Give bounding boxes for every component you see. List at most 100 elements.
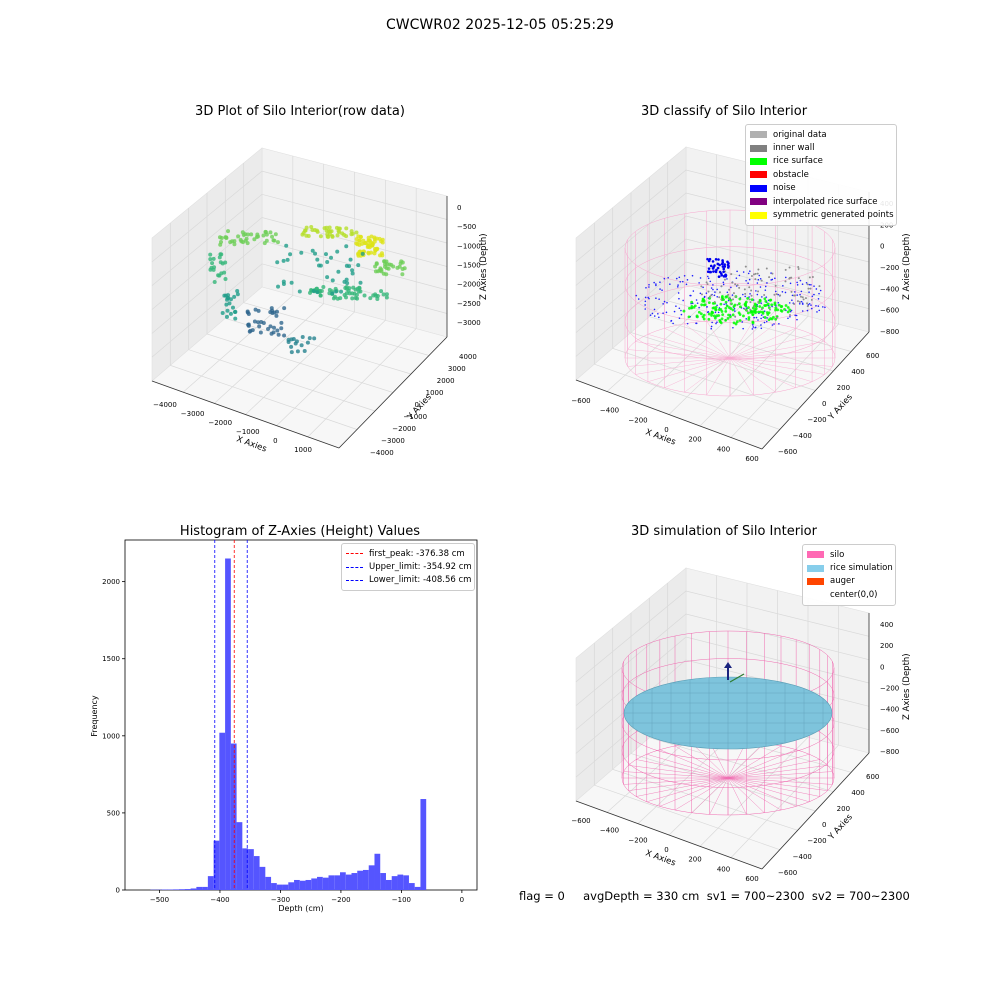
raw-point <box>344 285 349 290</box>
inner-wall-point <box>749 301 752 304</box>
rice-surface-point <box>717 314 721 317</box>
simulation-z-tick-label: −600 <box>880 727 899 735</box>
raw-point <box>330 291 335 296</box>
noise-point <box>699 292 702 295</box>
classify-silo-wireframe-spoke <box>664 357 731 388</box>
raw-point <box>275 328 280 333</box>
inner-wall-point <box>788 266 791 269</box>
simulation-silo-wireframe-spoke <box>727 777 782 811</box>
histogram-plot-area <box>124 539 478 891</box>
noise-point <box>695 299 698 301</box>
raw-point <box>281 258 286 263</box>
noise-point <box>698 282 700 284</box>
simulation-y-tick-label: −600 <box>778 869 797 877</box>
noise-point <box>689 294 691 297</box>
rice-surface-point <box>682 309 686 313</box>
inner-wall-point <box>710 294 713 297</box>
raw-point <box>222 270 227 275</box>
noise-point <box>726 266 730 269</box>
legend-label: rice surface <box>773 156 823 167</box>
noise-point <box>707 277 710 280</box>
noise-point <box>726 263 730 267</box>
classify-silo-wireframe-spoke <box>729 328 796 359</box>
rice-surface-point <box>719 321 723 325</box>
raw-point <box>379 267 384 272</box>
noise-point <box>635 294 638 297</box>
rice-surface-point <box>769 298 773 302</box>
raw-point <box>344 226 349 231</box>
inner-wall-point <box>806 302 809 305</box>
inner-wall-point <box>743 288 746 291</box>
inner-wall-point <box>779 294 782 297</box>
noise-point <box>716 295 719 298</box>
inner-wall-point <box>734 315 737 318</box>
inner-wall-point <box>744 265 747 268</box>
simulation-silo-wireframe-spoke <box>659 749 729 779</box>
noise-point <box>706 275 709 278</box>
simulation-y-tick-label: 400 <box>851 789 864 797</box>
noise-point <box>757 278 760 281</box>
simulation-z-tick-label: 200 <box>880 642 893 650</box>
raw-plot-x-axis-line <box>151 380 340 449</box>
raw-point <box>330 278 335 283</box>
legend-label: interpolated rice surface <box>773 196 878 207</box>
raw-point <box>256 234 261 239</box>
noise-point <box>706 306 708 308</box>
raw-point <box>362 293 367 298</box>
histogram-bar <box>294 879 300 890</box>
noise-point <box>745 318 748 320</box>
raw-point <box>276 284 281 289</box>
raw-point <box>337 226 342 231</box>
histogram-x-axis-label: Depth (cm) <box>278 904 323 913</box>
simulation-z-tick-label: 400 <box>880 621 893 629</box>
legend-entry: inner wall <box>750 141 892 154</box>
histogram-y-tick-label: 0 <box>116 887 120 895</box>
noise-point <box>784 291 787 294</box>
legend-label: rice simulation <box>830 563 893 574</box>
raw-point <box>318 293 323 298</box>
legend-swatch <box>750 131 767 139</box>
simulation-silo-wireframe-spoke <box>727 777 810 802</box>
histogram-bar <box>305 879 312 890</box>
rice-surface-point <box>747 316 751 319</box>
inner-wall-point <box>809 287 812 290</box>
inner-wall-point <box>754 278 757 281</box>
noise-point <box>747 272 750 275</box>
legend-label: first_peak: -376.38 cm <box>369 548 465 559</box>
noise-point <box>717 275 721 279</box>
classify-plot-y-axis-line <box>761 331 870 450</box>
raw-point <box>238 237 243 242</box>
noise-point <box>716 262 720 266</box>
raw-point <box>273 232 278 237</box>
raw-point <box>282 306 287 311</box>
raw-point <box>225 308 230 313</box>
inner-wall-point <box>808 276 811 279</box>
simulation-silo-wireframe-spoke <box>727 777 797 807</box>
noise-point <box>810 307 813 310</box>
legend-entry: symmetric generated points <box>750 208 894 221</box>
noise-point <box>683 274 686 277</box>
raw-point <box>383 262 388 267</box>
noise-point <box>673 310 676 313</box>
raw-point <box>354 292 359 297</box>
noise-point <box>766 317 768 319</box>
simulation-silo-wireframe-spoke <box>623 777 729 785</box>
raw-point <box>212 279 217 284</box>
legend-entry: noise <box>750 182 892 195</box>
classify-x-tick-label: −600 <box>571 397 590 405</box>
raw-point <box>339 289 344 294</box>
raw-point <box>220 261 225 266</box>
raw-point <box>332 294 337 299</box>
rice-surface-point <box>763 297 767 301</box>
noise-point <box>727 299 730 302</box>
simulation-silo-wireframe-spoke <box>636 777 729 797</box>
noise-point <box>735 277 738 279</box>
classify-z-tick-label: −400 <box>880 285 899 293</box>
simulation-silo-wireframe-spoke <box>691 777 729 813</box>
raw-point <box>358 280 363 285</box>
raw-plot-y-axis-line <box>338 336 448 449</box>
raw-y-tick-label: −3000 <box>381 437 405 445</box>
noise-point <box>777 293 780 296</box>
simulation-silo-wireframe-spoke <box>727 777 820 797</box>
histogram-bar <box>328 875 335 890</box>
